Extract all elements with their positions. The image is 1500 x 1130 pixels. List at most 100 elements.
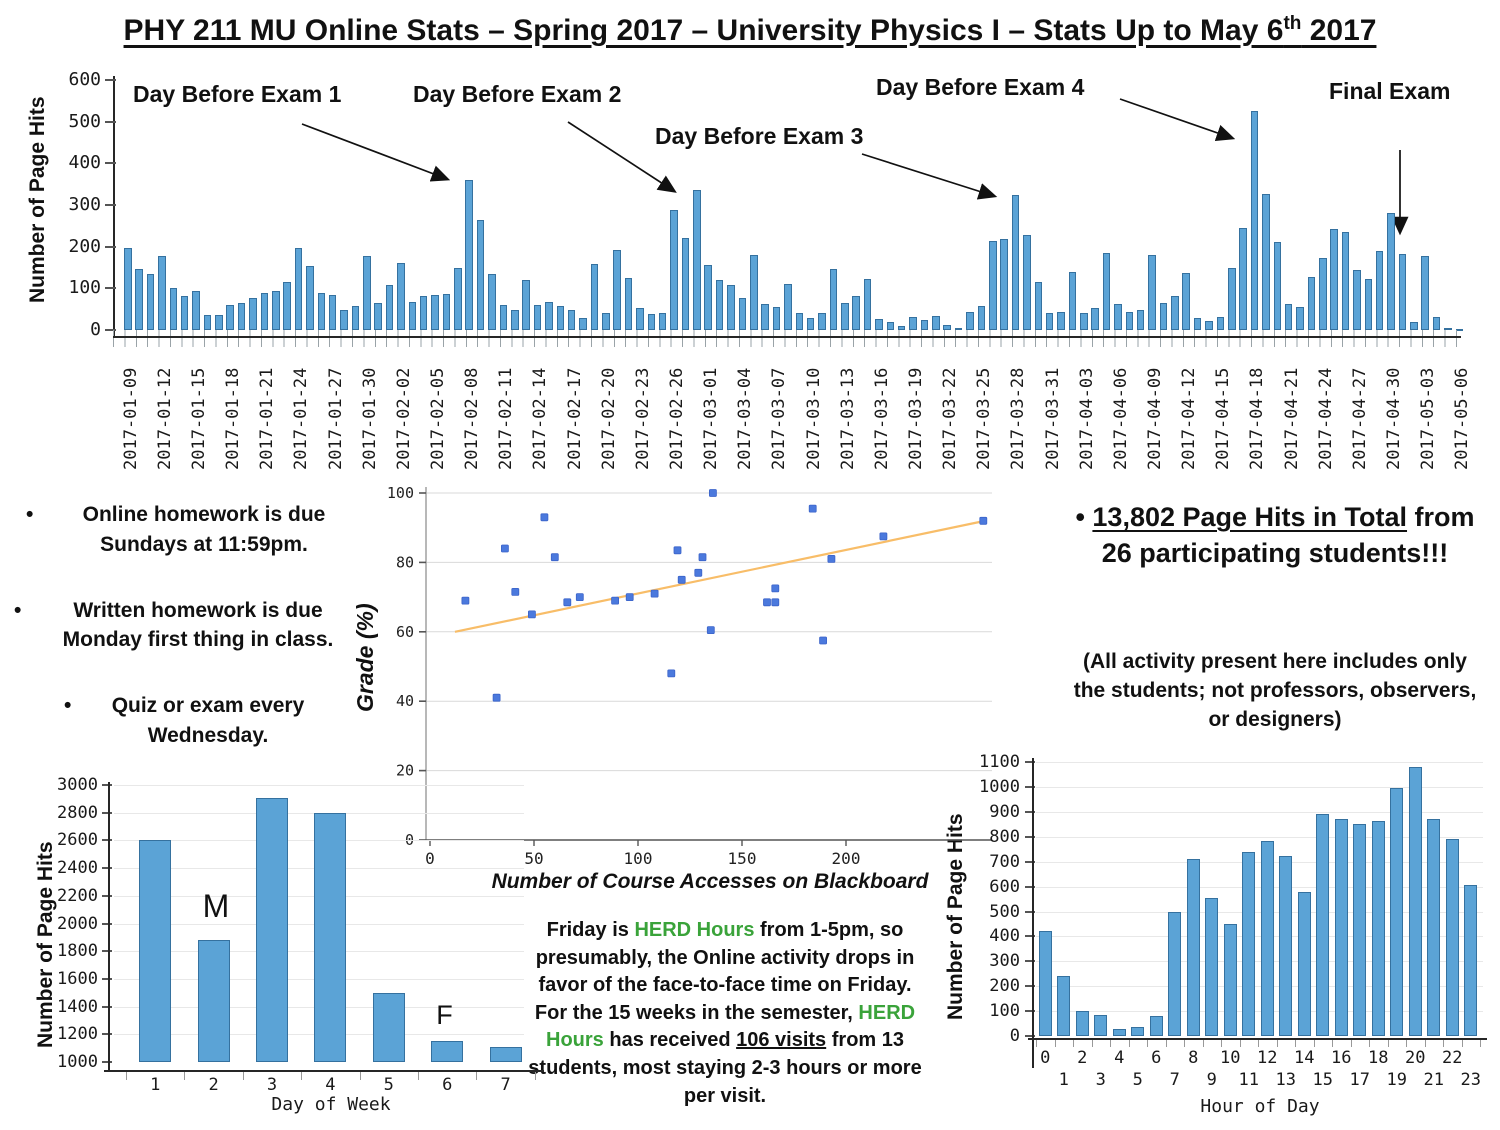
scatter-point <box>673 546 682 555</box>
daily-bar <box>693 190 701 330</box>
hour-ytick-label: 800 <box>989 826 1020 847</box>
dow-bar <box>489 1046 522 1062</box>
hour-xtick-mark <box>1073 1040 1074 1047</box>
dow-ytick-label: 2600 <box>57 830 98 851</box>
daily-bar <box>727 285 735 330</box>
hour-bar <box>1390 788 1404 1036</box>
dow-ytick-mark <box>102 977 112 980</box>
dow-bar <box>139 840 172 1062</box>
dow-bar-annotation: M <box>202 888 230 924</box>
hour-bar <box>1353 823 1367 1036</box>
hour-bar <box>1279 856 1293 1036</box>
scatter-ytick-label: 80 <box>396 553 414 571</box>
hour-xlabel: Hour of Day <box>1200 1096 1320 1117</box>
daily-ytick-label: 400 <box>68 152 101 174</box>
hour-ytick-mark <box>1025 810 1035 813</box>
daily-ytick-mark <box>105 162 116 165</box>
daily-bar <box>1239 228 1247 330</box>
daily-bar <box>829 269 838 330</box>
hour-xtick-mark <box>1461 1040 1463 1047</box>
daily-xtick-label: 2017-01-30 <box>359 367 380 470</box>
scatter-point <box>771 598 780 607</box>
hour-xtick-mark <box>1091 1040 1093 1047</box>
hour-xtick-label: 6 <box>1151 1048 1162 1068</box>
hour-bar <box>1075 1011 1089 1036</box>
hour-xtick-mark <box>1110 1040 1111 1047</box>
dow-xtick-mark <box>534 1072 536 1080</box>
dow-xtick-label: 1 <box>150 1075 161 1095</box>
hour-xtick-mark <box>1128 1040 1130 1047</box>
daily-xtick-label: 2017-01-12 <box>154 367 175 470</box>
hour-xtick-label: 19 <box>1386 1070 1408 1090</box>
daily-bar <box>806 318 815 330</box>
daily-bar <box>1262 193 1270 331</box>
daily-xtick-label: 2017-02-17 <box>564 367 585 470</box>
daily-bar <box>886 322 895 330</box>
hour-xtick-label: 10 <box>1220 1048 1241 1068</box>
daily-bar <box>602 313 610 330</box>
daily-ytick-mark <box>105 245 116 248</box>
hour-ytick-mark <box>1025 910 1035 913</box>
hour-ytick-mark <box>1025 860 1035 863</box>
dow-bar-annotation: F <box>436 1000 453 1030</box>
hour-xtick-mark <box>1036 1040 1037 1047</box>
daily-bar <box>1011 194 1020 330</box>
dow-ytick-mark <box>102 950 112 953</box>
scatter-point <box>550 553 559 562</box>
daily-bar <box>488 274 496 330</box>
daily-bar <box>1228 267 1236 330</box>
daily-ytick-label: 100 <box>68 277 101 299</box>
dow-xtick-mark <box>418 1072 419 1080</box>
dow-xtick-mark <box>301 1072 303 1080</box>
hour-xtick-label: 11 <box>1238 1070 1260 1090</box>
daily-bar <box>1080 312 1088 330</box>
title-tail: 2017 <box>1301 14 1377 47</box>
hour-ytick-mark <box>1025 885 1035 888</box>
daily-bar <box>658 313 667 330</box>
daily-bar <box>932 315 940 330</box>
daily-bar <box>1364 278 1373 331</box>
hour-ytick-label: 100 <box>989 1001 1020 1022</box>
dow-ytick-mark <box>102 811 112 814</box>
dow-ytick-label: 1000 <box>57 1052 98 1072</box>
daily-bar <box>1216 317 1225 330</box>
totals-rest: from 26 participating students!!! <box>1101 502 1475 568</box>
hour-gridline <box>1036 861 1483 863</box>
hour-ytick-mark <box>1025 786 1035 788</box>
hour-bar <box>1057 976 1071 1036</box>
daily-xtick-label: 2017-04-24 <box>1315 367 1336 470</box>
daily-bar <box>476 220 485 330</box>
daily-bar <box>158 256 166 331</box>
hour-xtick-label: 22 <box>1442 1048 1463 1068</box>
hour-bar <box>1445 839 1459 1036</box>
daily-bar <box>226 305 234 330</box>
daily-bar <box>1410 322 1418 330</box>
daily-xtick-label: 2017-03-07 <box>769 367 790 470</box>
daily-xtick-label: 2017-03-01 <box>701 367 722 470</box>
hour-ytick-mark <box>1025 960 1035 963</box>
hour-gridline <box>1036 1011 1483 1013</box>
daily-bar <box>750 254 758 330</box>
scatter-point <box>492 693 501 702</box>
hour-xtick-label: 18 <box>1368 1048 1389 1068</box>
hour-ytick-mark <box>1025 835 1035 838</box>
daily-bar <box>1284 303 1293 331</box>
scatter-xtick-label: 50 <box>524 849 543 868</box>
daily-bar <box>704 265 712 330</box>
hour-ytick-label: 900 <box>989 801 1020 822</box>
daily-bar <box>237 303 246 330</box>
daily-bar <box>818 312 826 330</box>
hour-xtick-mark <box>1165 1040 1167 1047</box>
hour-xtick-label: 4 <box>1114 1048 1125 1068</box>
dow-ytick-mark <box>102 1061 112 1063</box>
title-main: PHY 211 MU Online Stats – Spring 2017 – … <box>123 14 1284 47</box>
note-written-homework: Written homework is due Monday first thi… <box>62 598 334 652</box>
dow-ytick-label: 2400 <box>57 858 98 879</box>
hour-xtick-label: 14 <box>1294 1048 1315 1068</box>
daily-bar <box>522 280 530 330</box>
daily-bar <box>977 306 986 331</box>
scatter-point <box>698 553 707 562</box>
daily-xtick-label: 2017-03-31 <box>1042 367 1063 470</box>
daily-xtick-label: 2017-03-22 <box>940 367 961 470</box>
dow-ytick-mark <box>102 784 112 786</box>
